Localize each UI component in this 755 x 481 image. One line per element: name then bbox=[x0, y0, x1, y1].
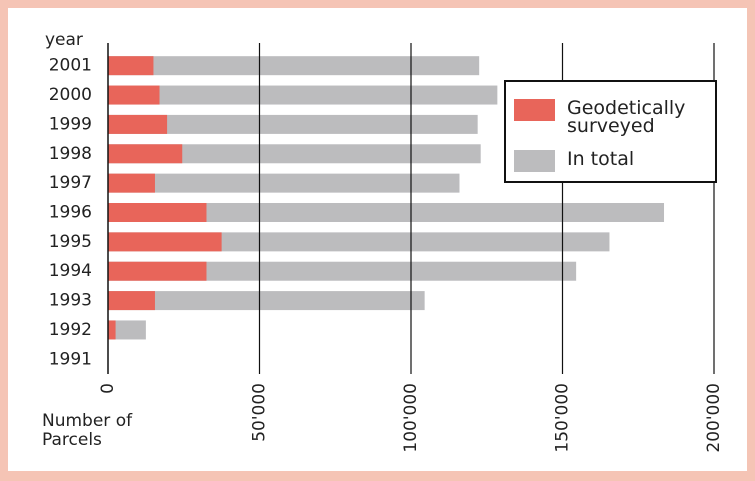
y-tick-label: 1998 bbox=[49, 144, 92, 164]
legend-swatch bbox=[514, 99, 555, 121]
legend-label: In total bbox=[567, 148, 635, 170]
legend: Geodetically surveyed In total bbox=[504, 80, 717, 183]
bar bbox=[108, 291, 425, 311]
legend-item: Geodetically surveyed bbox=[514, 97, 707, 137]
bar bbox=[108, 85, 498, 105]
bar bbox=[108, 203, 207, 222]
x-tick-label: 100'000 bbox=[401, 383, 421, 453]
y-tick-label: 1994 bbox=[49, 261, 92, 281]
bar bbox=[108, 320, 116, 340]
bar bbox=[108, 114, 478, 134]
legend-swatch bbox=[514, 150, 555, 172]
x-tick-label: 50'000 bbox=[250, 383, 270, 442]
bar bbox=[108, 261, 577, 281]
bar bbox=[108, 232, 610, 252]
bar bbox=[108, 173, 155, 193]
y-tick-label: 1999 bbox=[49, 114, 92, 134]
bar bbox=[108, 320, 146, 340]
x-tick-label: 150'000 bbox=[553, 383, 573, 453]
bar bbox=[108, 56, 154, 76]
legend-label: Geodetically surveyed bbox=[567, 97, 686, 137]
x-axis-label: Number of Parcels bbox=[42, 411, 133, 450]
y-tick-label: 1991 bbox=[49, 349, 92, 369]
bar bbox=[108, 85, 160, 105]
y-tick-label: 1997 bbox=[49, 173, 92, 193]
x-tick-label: 0 bbox=[98, 383, 118, 394]
bar bbox=[108, 144, 481, 164]
y-tick-label: 1996 bbox=[49, 203, 92, 223]
bar bbox=[108, 203, 665, 222]
y-tick-label: 2001 bbox=[49, 56, 92, 76]
y-tick-label: 1995 bbox=[49, 232, 92, 252]
x-tick-label: 200'000 bbox=[704, 383, 724, 453]
y-tick-label: 1993 bbox=[49, 291, 92, 311]
bar bbox=[108, 261, 207, 281]
bar bbox=[108, 173, 460, 193]
y-tick-label: 2000 bbox=[49, 85, 92, 105]
y-tick-label: 1992 bbox=[49, 320, 92, 340]
bar bbox=[108, 291, 155, 311]
bar bbox=[108, 114, 168, 134]
bar bbox=[108, 232, 222, 252]
bar bbox=[108, 56, 480, 76]
y-axis-label: year bbox=[45, 30, 83, 50]
legend-item: In total bbox=[514, 150, 707, 172]
bar bbox=[108, 144, 183, 164]
